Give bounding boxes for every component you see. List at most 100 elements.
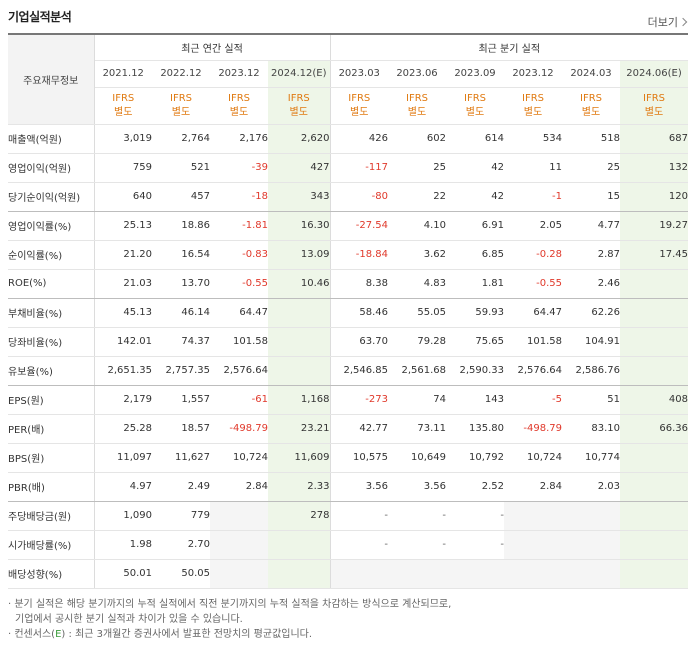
value-cell: 2.84 <box>504 472 562 502</box>
value-cell <box>504 559 562 589</box>
value-cell: -0.55 <box>210 269 268 299</box>
row-label: 영업이익률(%) <box>8 211 95 241</box>
value-cell: 2,179 <box>94 385 152 415</box>
value-cell: 74 <box>388 385 446 415</box>
value-cell: 2,576.64 <box>210 356 268 386</box>
table-row: 당기순이익(억원) 640 457 -18 343 -80 22 42 -1 15 120 <box>8 182 688 212</box>
period-header-row: 2021.12 2022.12 2023.12 2024.12(E) 2023.03 20… <box>8 60 688 88</box>
ifrs-bottom-text: 별도 <box>171 106 191 118</box>
value-cell: 2.05 <box>504 211 562 241</box>
value-cell <box>562 559 620 589</box>
note-line-3: · 컨센서스(E) : 최근 3개월간 증권사에서 발표한 전망치의 평균값입니… <box>8 627 688 642</box>
value-cell: - <box>446 501 504 531</box>
table-row: EPS(원) 2,179 1,557 -61 1,168 -273 74 143 -5 51 408 <box>8 385 688 415</box>
ifrs-label: IFRS 별도 <box>620 87 688 125</box>
period-header: 2024.03 <box>562 60 620 88</box>
value-cell: 2,586.76 <box>562 356 620 386</box>
value-cell <box>620 298 688 328</box>
row-label: 당좌비율(%) <box>8 327 95 357</box>
ifrs-top-text: IFRS <box>464 92 486 104</box>
value-cell: 1.98 <box>94 530 152 560</box>
value-cell: 63.70 <box>330 327 388 357</box>
value-cell: 62.26 <box>562 298 620 328</box>
value-cell: 50.05 <box>152 559 210 589</box>
ifrs-label: IFRS 별도 <box>268 87 331 125</box>
value-cell: 79.28 <box>388 327 446 357</box>
ifrs-bottom-text: 별도 <box>581 106 601 118</box>
value-cell: 427 <box>268 153 331 183</box>
value-cell: 2,546.85 <box>330 356 388 386</box>
more-label: 더보기 <box>647 16 678 29</box>
value-cell: 4.10 <box>388 211 446 241</box>
ifrs-bottom-text: 별도 <box>523 106 543 118</box>
value-cell: 2.49 <box>152 472 210 502</box>
value-cell <box>504 501 562 531</box>
financial-table: 주요재무정보 최근 연간 실적 최근 분기 실적 2021.12 2022.12 2… <box>8 33 688 589</box>
ifrs-label: IFRS 별도 <box>504 87 562 125</box>
value-cell: 13.70 <box>152 269 210 299</box>
value-cell: - <box>330 501 388 531</box>
row-label: 배당성향(%) <box>8 559 95 589</box>
value-cell: 101.58 <box>504 327 562 357</box>
ifrs-top-text: IFRS <box>287 92 310 104</box>
value-cell: 25.13 <box>94 211 152 241</box>
value-cell: 8.38 <box>330 269 388 299</box>
table-row: PER(배) 25.28 18.57 -498.79 23.21 42.77 73.11 13… <box>8 414 688 444</box>
value-cell: 46.14 <box>152 298 210 328</box>
value-cell: -18 <box>210 182 268 212</box>
ifrs-bottom-text: 별도 <box>644 106 664 118</box>
value-cell: -0.28 <box>504 240 562 270</box>
value-cell: 640 <box>94 182 152 212</box>
value-cell: 142.01 <box>94 327 152 357</box>
ifrs-bottom-text: 별도 <box>229 106 249 118</box>
value-cell: -498.79 <box>210 414 268 444</box>
note-line-3-suffix: ) : 최근 3개월간 증권사에서 발표한 전망치의 평균값입니다. <box>61 629 313 640</box>
value-cell: 143 <box>446 385 504 415</box>
value-cell <box>562 530 620 560</box>
value-cell: 11,609 <box>268 443 331 473</box>
value-cell: 83.10 <box>562 414 620 444</box>
value-cell: 59.93 <box>446 298 504 328</box>
row-label: 유보율(%) <box>8 356 95 386</box>
value-cell: 74.37 <box>152 327 210 357</box>
table-row: ROE(%) 21.03 13.70 -0.55 10.46 8.38 4.83 1.81 -0… <box>8 269 688 299</box>
value-cell: 75.65 <box>446 327 504 357</box>
value-cell: 10,792 <box>446 443 504 473</box>
value-cell: 602 <box>388 124 446 154</box>
table-row: 배당성향(%) 50.01 50.05 <box>8 559 688 589</box>
value-cell: 1.81 <box>446 269 504 299</box>
table-row: 시가배당률(%) 1.98 2.70- - - <box>8 530 688 560</box>
value-cell: - <box>388 530 446 560</box>
value-cell: 132 <box>620 153 688 183</box>
value-cell: 2,590.33 <box>446 356 504 386</box>
value-cell: 42 <box>446 153 504 183</box>
value-cell <box>268 298 331 328</box>
value-cell: 45.13 <box>94 298 152 328</box>
value-cell: 18.86 <box>152 211 210 241</box>
table-body: 매출액(억원) 3,019 2,764 2,176 2,620 426 602 614 534 5… <box>8 124 688 589</box>
ifrs-label: IFRS 별도 <box>330 87 388 125</box>
header-item-label: 주요재무정보 <box>8 33 95 125</box>
more-link[interactable]: 더보기 <box>647 14 688 30</box>
value-cell: -498.79 <box>504 414 562 444</box>
table-row: 영업이익(억원) 759 521 -39 427 -117 25 42 11 25 132 <box>8 153 688 183</box>
value-cell: 2,176 <box>210 124 268 154</box>
row-label: EPS(원) <box>8 385 95 415</box>
value-cell <box>388 559 446 589</box>
value-cell: 518 <box>562 124 620 154</box>
ifrs-top-text: IFRS <box>348 92 371 104</box>
value-cell: 55.05 <box>388 298 446 328</box>
value-cell: 120 <box>620 182 688 212</box>
value-cell <box>268 559 331 589</box>
ifrs-top-text: IFRS <box>170 92 192 104</box>
value-cell: -80 <box>330 182 388 212</box>
value-cell: 15 <box>562 182 620 212</box>
value-cell: -1.81 <box>210 211 268 241</box>
value-cell: 2.46 <box>562 269 620 299</box>
value-cell: 4.83 <box>388 269 446 299</box>
value-cell: 23.21 <box>268 414 331 444</box>
value-cell <box>210 559 268 589</box>
ifrs-top-text: IFRS <box>522 92 544 104</box>
note-line-1: · 분기 실적은 해당 분기까지의 누적 실적에서 직전 분기까지의 누적 실적… <box>8 599 452 610</box>
row-label: PBR(배) <box>8 472 95 502</box>
